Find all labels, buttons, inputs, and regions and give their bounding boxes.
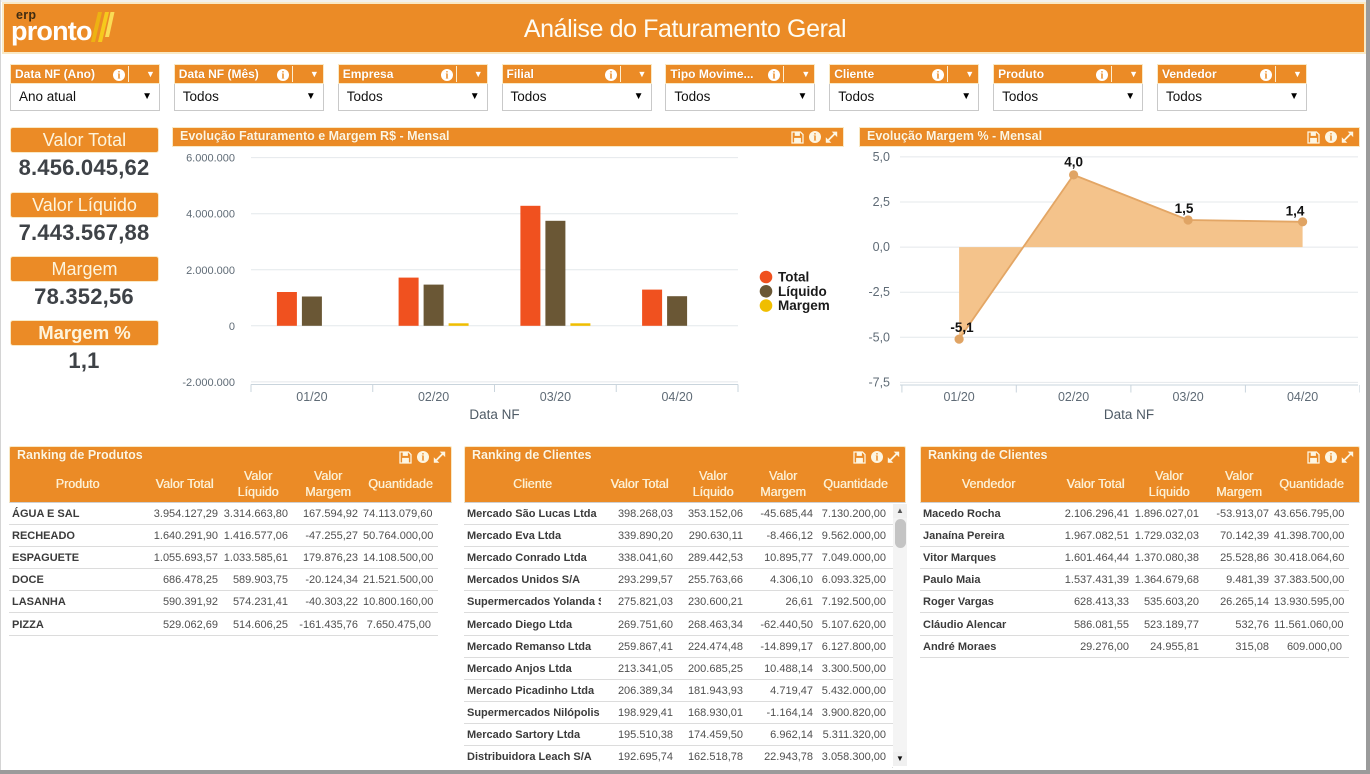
svg-text:01/20: 01/20 <box>296 390 327 404</box>
svg-text:5,0: 5,0 <box>873 150 890 164</box>
svg-text:i: i <box>1101 70 1104 81</box>
svg-text:02/20: 02/20 <box>1058 390 1089 404</box>
svg-text:1,5: 1,5 <box>1175 201 1194 216</box>
svg-text:2,5: 2,5 <box>873 195 890 209</box>
svg-text:Data NF: Data NF <box>1104 407 1154 422</box>
svg-text:4,0: 4,0 <box>1064 155 1083 170</box>
svg-text:01/20: 01/20 <box>943 390 974 404</box>
svg-text:Margem: Margem <box>778 298 830 313</box>
svg-text:i: i <box>1265 70 1268 81</box>
svg-text:04/20: 04/20 <box>1287 390 1318 404</box>
svg-text:1,4: 1,4 <box>1286 204 1305 219</box>
svg-text:-2.000.000: -2.000.000 <box>182 377 235 389</box>
svg-text:04/20: 04/20 <box>661 390 692 404</box>
svg-text:-2,5: -2,5 <box>868 285 890 299</box>
svg-text:03/20: 03/20 <box>540 390 571 404</box>
svg-text:0,0: 0,0 <box>873 240 890 254</box>
svg-text:03/20: 03/20 <box>1172 390 1203 404</box>
svg-text:-5,1: -5,1 <box>950 320 974 335</box>
svg-text:02/20: 02/20 <box>418 390 449 404</box>
svg-text:Líquido: Líquido <box>778 284 827 299</box>
svg-text:i: i <box>281 70 284 81</box>
svg-text:2.000.000: 2.000.000 <box>186 265 235 277</box>
svg-text:i: i <box>773 70 776 81</box>
svg-text:Total: Total <box>778 270 809 285</box>
svg-text:Data NF: Data NF <box>469 407 519 422</box>
svg-text:i: i <box>937 70 940 81</box>
svg-text:4.000.000: 4.000.000 <box>186 209 235 221</box>
svg-text:i: i <box>445 70 448 81</box>
svg-text:0: 0 <box>229 321 235 333</box>
svg-text:i: i <box>118 70 121 81</box>
svg-text:-7,5: -7,5 <box>868 375 890 389</box>
svg-text:i: i <box>609 70 612 81</box>
svg-text:-5,0: -5,0 <box>868 330 890 344</box>
svg-text:6.000.000: 6.000.000 <box>186 153 235 165</box>
